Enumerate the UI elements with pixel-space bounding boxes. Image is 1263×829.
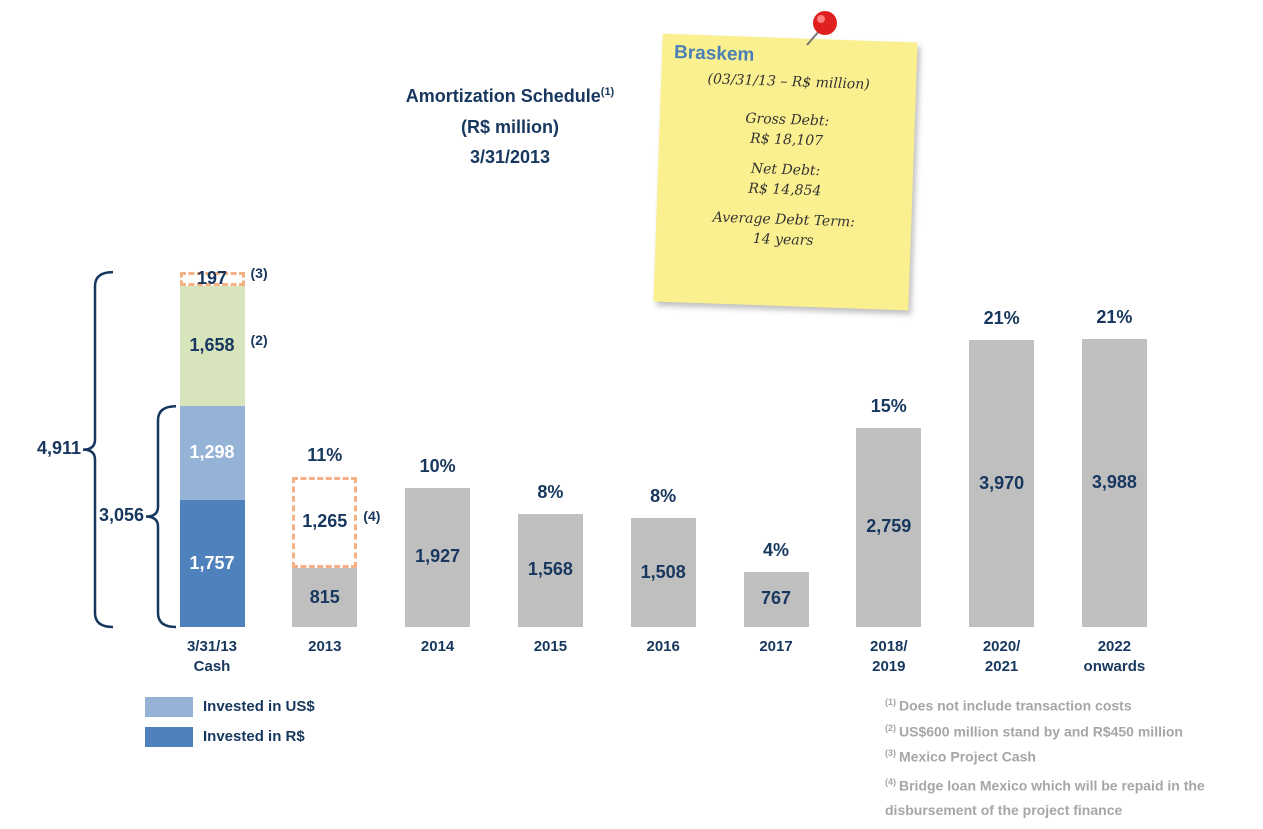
x-tick-label: 2018/ 2019 — [834, 637, 944, 677]
bracket — [146, 406, 176, 627]
x-tick-label: 2020/ 2021 — [947, 637, 1057, 677]
footnote-text: Does not include transaction costs — [899, 698, 1132, 714]
share-label: 8% — [500, 482, 600, 503]
footnote-text: US$600 million stand by and R$450 millio… — [899, 723, 1183, 739]
share-label: 11% — [275, 445, 375, 466]
share-label: 21% — [952, 308, 1052, 329]
legend-label: Invested in US$ — [203, 698, 315, 715]
bar-label: 1,658 — [162, 335, 262, 356]
share-label: 21% — [1064, 307, 1164, 328]
bracket-label: 4,911 — [5, 438, 81, 459]
footnote: (2)US$600 million stand by and R$450 mil… — [885, 723, 1260, 740]
x-tick-label: 2017 — [721, 637, 831, 657]
footnote-mark: (2) — [885, 723, 896, 733]
share-label: 8% — [613, 486, 713, 507]
legend-swatch — [145, 697, 193, 717]
slide: Amortization Schedule(1) (R$ million) 3/… — [0, 0, 1263, 829]
bar-label: 3,970 — [952, 473, 1052, 494]
bar-label: 1,568 — [500, 559, 600, 580]
bar-label: 1,927 — [388, 546, 488, 567]
bar-label: 3,988 — [1064, 472, 1164, 493]
bar-label: 1,508 — [613, 562, 713, 583]
footnote-mark: (4) — [885, 777, 896, 787]
footnote-text: Mexico Project Cash — [899, 749, 1036, 765]
legend-label: Invested in R$ — [203, 728, 305, 745]
x-tick-label: 2015 — [495, 637, 605, 657]
x-tick-label: 3/31/13 Cash — [157, 637, 267, 677]
footnote: (1)Does not include transaction costs — [885, 697, 1260, 714]
share-label: 15% — [839, 396, 939, 417]
x-tick-label: 2013 — [270, 637, 380, 657]
bracket — [83, 272, 113, 627]
footnote-marker: (3) — [251, 265, 268, 281]
bar-label: 815 — [275, 587, 375, 608]
footnote-marker: (4) — [363, 508, 380, 524]
x-tick-label: 2022 onwards — [1059, 637, 1169, 677]
bar-label: 1,265 — [275, 511, 375, 532]
footnote-text: Bridge loan Mexico which will be repaid … — [885, 778, 1205, 818]
bar-label: 767 — [726, 588, 826, 609]
x-tick-label: 2014 — [383, 637, 493, 657]
legend-swatch — [145, 727, 193, 747]
bar-label: 1,757 — [162, 553, 262, 574]
footnote-marker: (2) — [251, 332, 268, 348]
share-label: 4% — [726, 540, 826, 561]
footnote-mark: (1) — [885, 697, 896, 707]
bar-label: 2,759 — [839, 516, 939, 537]
footnote: (3)Mexico Project Cash — [885, 748, 1260, 765]
bar-label: 197 — [162, 268, 262, 289]
bracket-label: 3,056 — [68, 505, 144, 526]
footnote-mark: (3) — [885, 748, 896, 758]
bar-label: 1,298 — [162, 442, 262, 463]
x-tick-label: 2016 — [608, 637, 718, 657]
footnotes: (1)Does not include transaction costs(2)… — [885, 697, 1260, 829]
footnote: (4)Bridge loan Mexico which will be repa… — [885, 770, 1260, 822]
share-label: 10% — [388, 456, 488, 477]
